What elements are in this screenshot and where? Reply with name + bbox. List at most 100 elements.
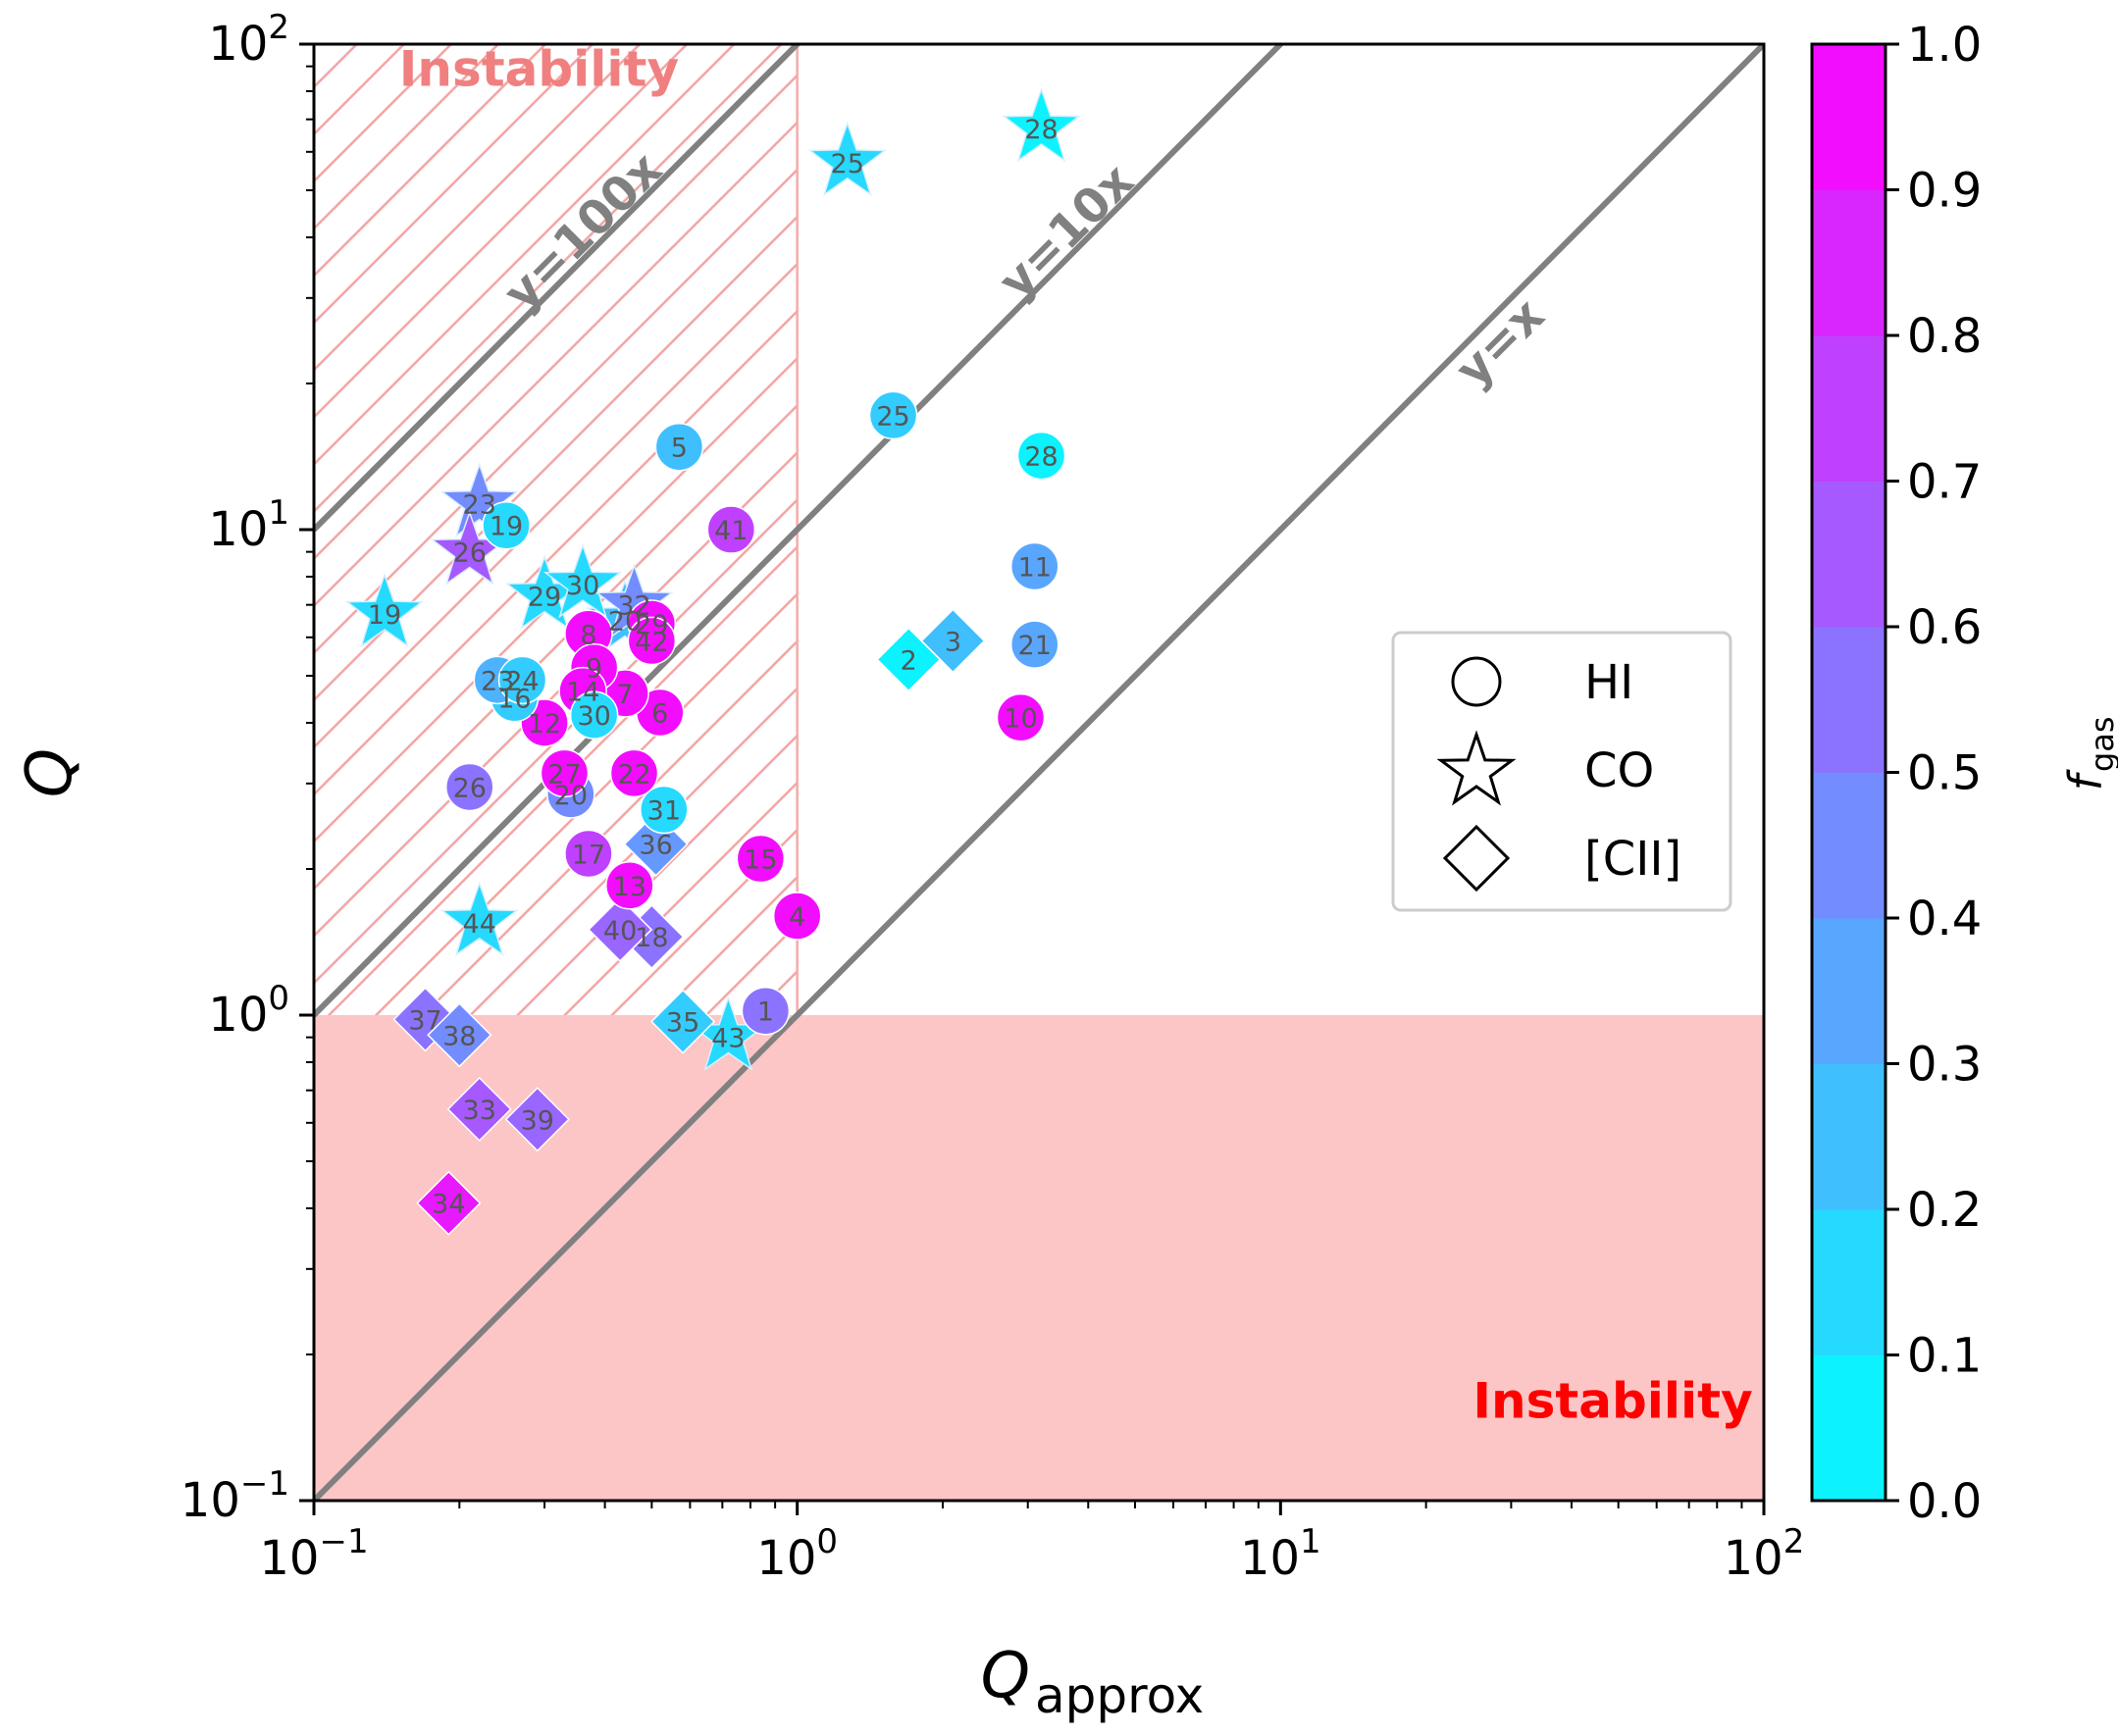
colorbar-tick-label: 1.0 — [1907, 18, 1982, 73]
point-label: 30 — [577, 701, 610, 732]
circle-point — [627, 616, 677, 666]
point-label: 26 — [453, 538, 487, 569]
plot-frame — [312, 42, 1766, 1503]
colorbar-segment — [1812, 1063, 1886, 1210]
colorbar: f gas 0.0 0.1 0.2 0.3 0.4 0.5 0.6 0.7 0.8 0.9 1.0 — [1810, 18, 2118, 1529]
y-tick-exponent: 1 — [268, 493, 289, 533]
legend-box — [1391, 631, 1732, 912]
colorbar-tick-label: 0.9 — [1907, 164, 1982, 219]
point-label: 3 — [945, 627, 961, 657]
colorbar-tick-label: 0.6 — [1907, 600, 1982, 655]
point-label: 28 — [1024, 115, 1058, 145]
x-tick-base: 10 — [259, 1531, 319, 1586]
diamond-point — [588, 896, 653, 962]
x-tick-exponent: −1 — [319, 1522, 368, 1561]
diamond-point — [504, 1087, 570, 1152]
point-label: 39 — [521, 1105, 554, 1136]
legend-label: HI — [1584, 655, 1633, 710]
point-label: 9 — [586, 654, 602, 685]
colorbar-segment — [1812, 481, 1886, 628]
y-tick-base: 10 — [208, 17, 268, 72]
point-label: 35 — [666, 1008, 699, 1039]
reference-line — [314, 44, 801, 533]
point-label: 1 — [757, 997, 774, 1028]
point-label: 7 — [616, 680, 633, 710]
point-label: 6 — [651, 698, 668, 729]
point-label: 21 — [1018, 631, 1052, 661]
circle-point — [996, 692, 1046, 742]
colorbar-tick-label: 0.3 — [1907, 1038, 1982, 1093]
legend-circle-marker — [1451, 656, 1502, 707]
circle-point — [497, 655, 547, 705]
x-axis-label: Q approx — [981, 1640, 1205, 1724]
point-label: 25 — [876, 401, 909, 432]
colorbar-tick-label: 0.8 — [1907, 309, 1982, 364]
point-label: 38 — [442, 1021, 476, 1051]
y-tick-base: 10 — [208, 502, 268, 557]
circle-point — [569, 690, 619, 740]
point-label: 23 — [481, 666, 514, 696]
y-tick-base: 10 — [208, 988, 268, 1043]
circle-point — [640, 785, 689, 835]
point-label: 26 — [453, 773, 487, 803]
colorbar-segment — [1812, 335, 1886, 482]
reference-line — [314, 44, 1764, 1501]
circle-point — [1009, 541, 1059, 591]
point-label: 40 — [603, 916, 637, 946]
colorbar-segment — [1812, 772, 1886, 919]
point-label: 20 — [608, 607, 642, 638]
point-label: 29 — [635, 610, 668, 640]
colorbar-tick-label: 0.7 — [1907, 455, 1982, 510]
circle-point — [772, 892, 822, 941]
point-label: 41 — [714, 516, 748, 546]
point-label: 13 — [613, 872, 646, 902]
point-label: 27 — [547, 759, 581, 790]
point-label: 2 — [901, 645, 917, 676]
point-label: 12 — [528, 709, 561, 740]
colorbar-tick-label: 0.0 — [1907, 1474, 1982, 1529]
x-tick-label: 102 — [1724, 1522, 1805, 1586]
circle-point — [482, 500, 531, 550]
point-label: 14 — [566, 678, 599, 708]
circle-point — [706, 505, 756, 554]
point-label: 44 — [463, 909, 496, 940]
x-tick-base: 10 — [1724, 1531, 1783, 1586]
star-point — [807, 121, 887, 197]
circle-point — [609, 748, 659, 798]
x-tick-label: 100 — [756, 1522, 838, 1586]
y-tick-label: 100 — [208, 979, 289, 1043]
x-tick-base: 10 — [1240, 1531, 1300, 1586]
diamond-point — [920, 608, 986, 674]
point-label: 17 — [572, 840, 605, 870]
point-label: 19 — [368, 600, 401, 631]
circle-point — [736, 834, 786, 884]
point-label: 31 — [647, 795, 681, 826]
x-tick-base: 10 — [756, 1531, 816, 1586]
x-tick-label: 101 — [1240, 1522, 1321, 1586]
circle-point — [444, 762, 494, 812]
colorbar-tick-label: 0.1 — [1907, 1329, 1982, 1384]
point-label: 36 — [639, 831, 672, 861]
y-tick-exponent: 0 — [268, 979, 289, 1018]
colorbar-segment — [1812, 918, 1886, 1064]
x-tick-exponent: 2 — [1783, 1522, 1805, 1561]
point-label: 37 — [408, 1005, 441, 1036]
y-tick-exponent: 2 — [268, 8, 289, 47]
legend-star-marker — [1436, 730, 1517, 806]
circle-point — [741, 986, 791, 1036]
legend: HI CO [CII] — [1391, 631, 1732, 912]
point-label: 32 — [617, 591, 650, 622]
star-point — [1002, 86, 1081, 163]
point-label: 42 — [635, 627, 668, 657]
reference-line-label: y=10x — [988, 153, 1144, 309]
y-tick-label: 101 — [208, 493, 289, 557]
colorbar-tick-label: 0.4 — [1907, 892, 1982, 946]
point-label: 23 — [463, 490, 496, 521]
star-point — [439, 462, 519, 537]
point-label: 28 — [1024, 442, 1058, 473]
x-axis-label-sub: approx — [1035, 1667, 1204, 1724]
reference-line-label: y=x — [1445, 288, 1555, 398]
point-label: 16 — [497, 685, 531, 715]
